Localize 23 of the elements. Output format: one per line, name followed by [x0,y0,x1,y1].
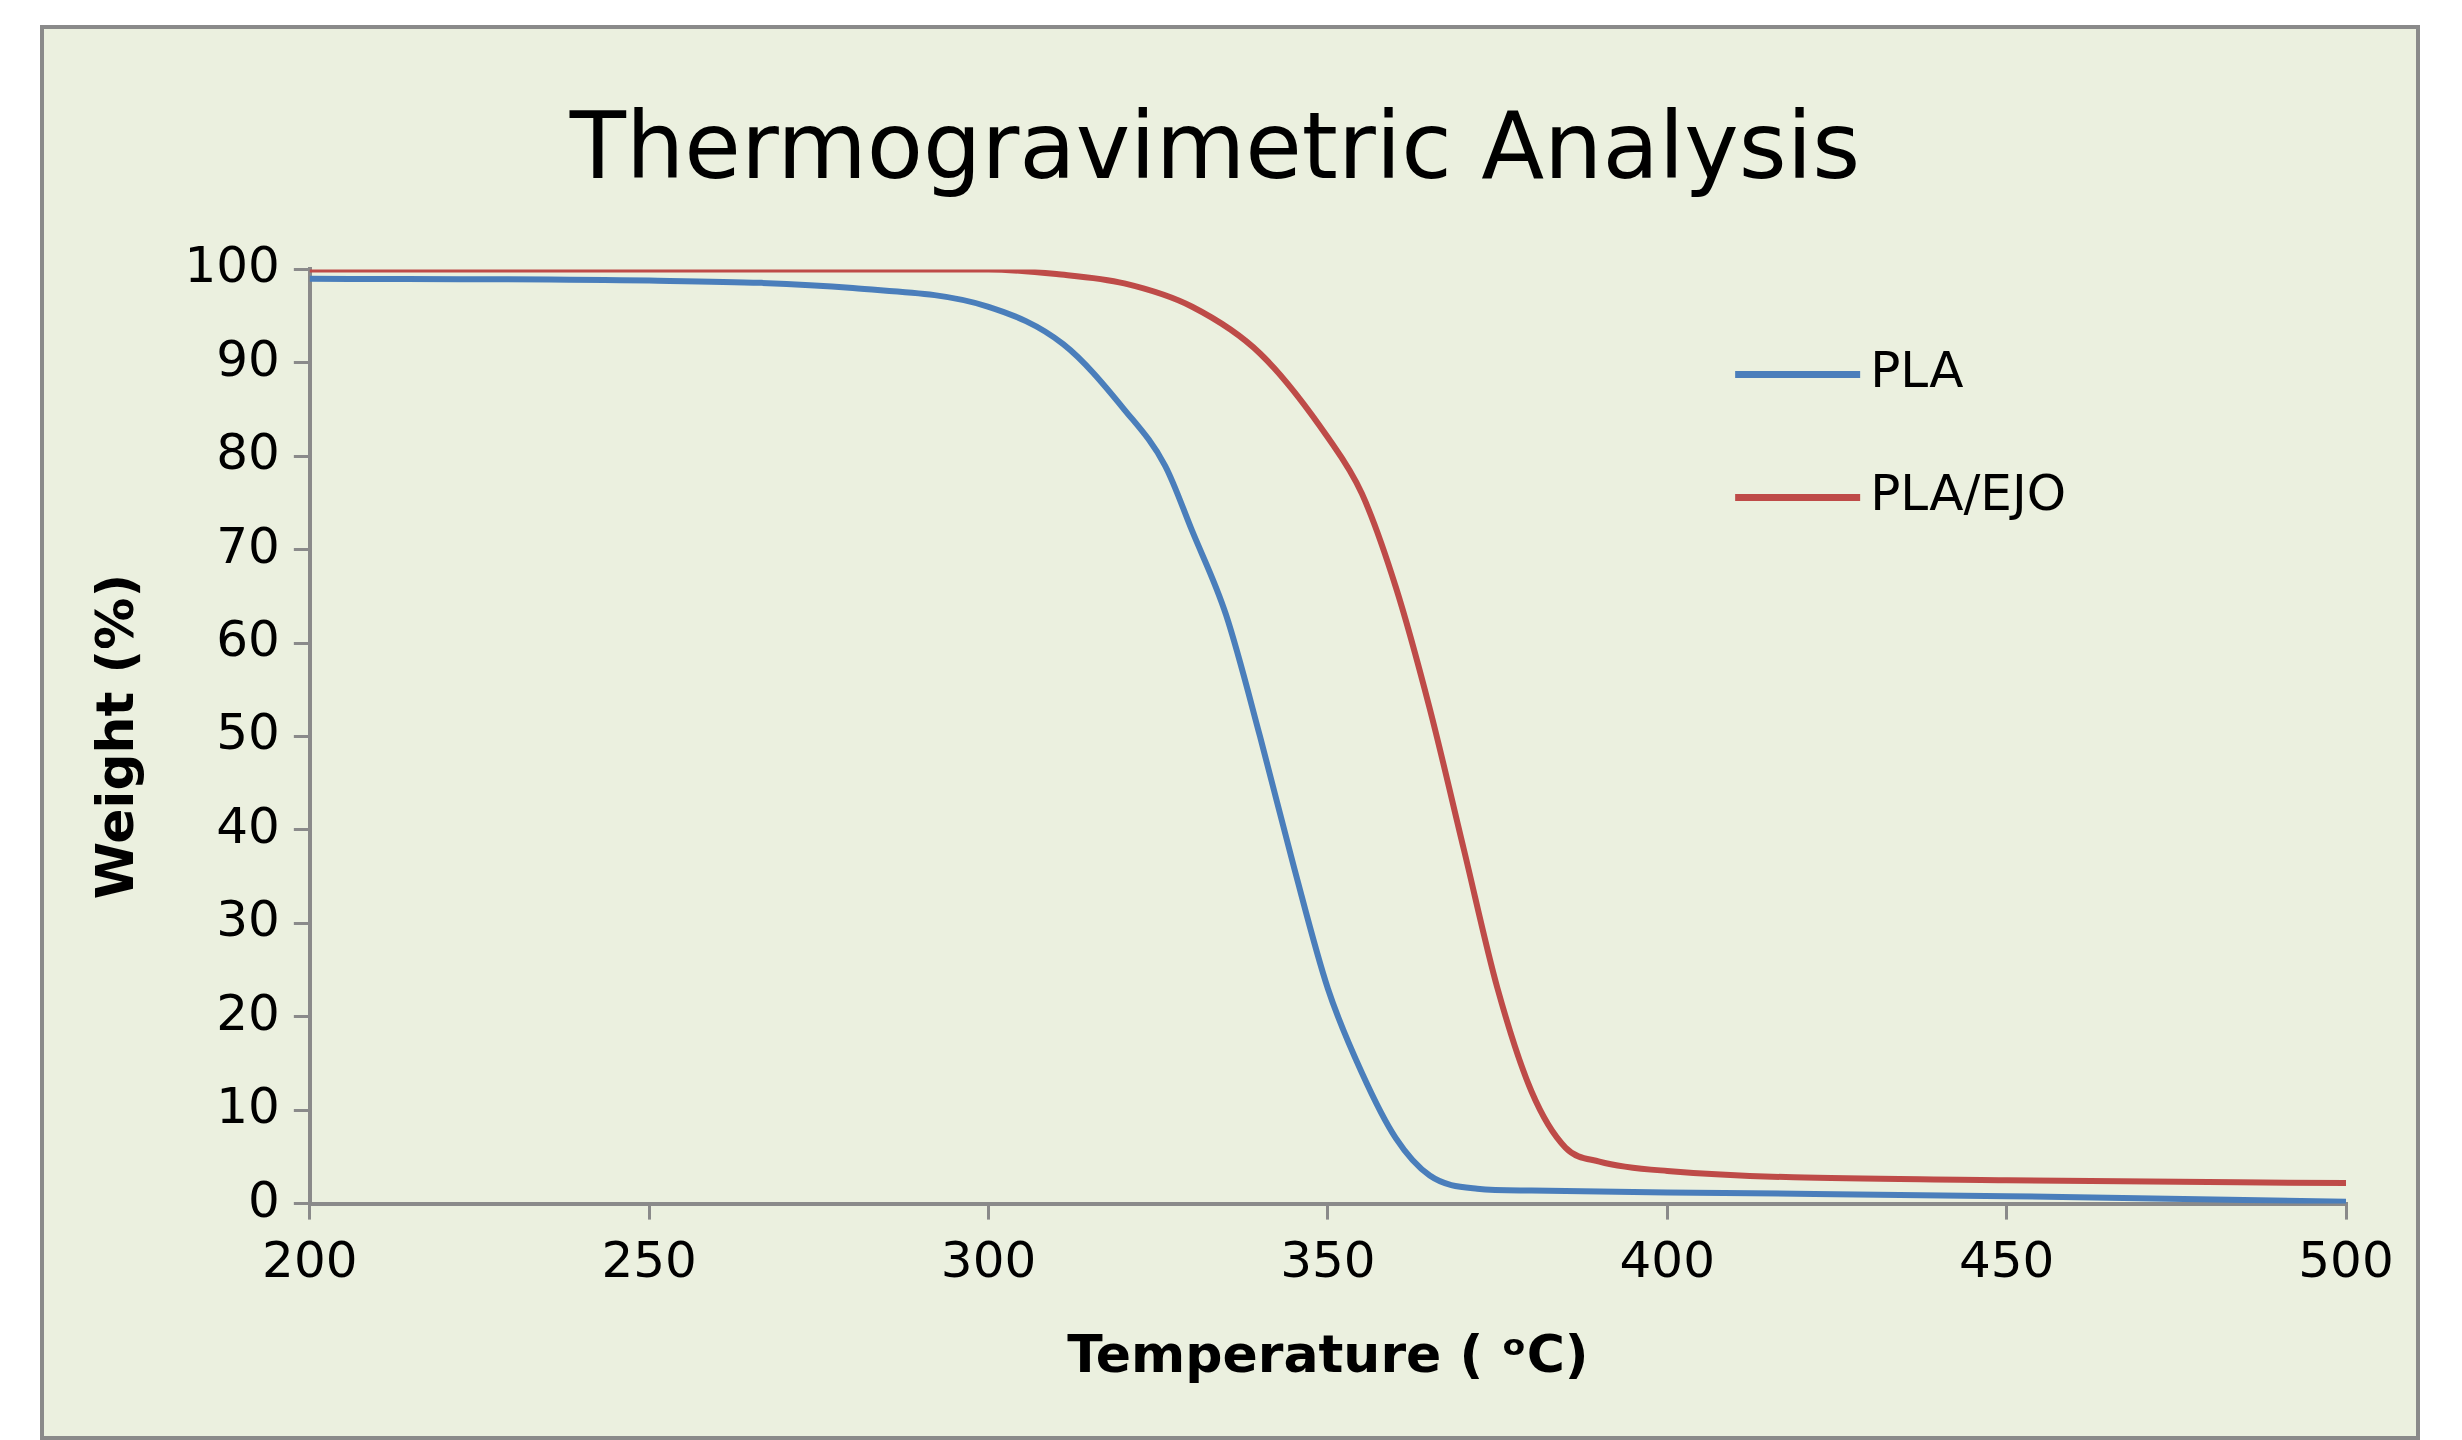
y-tick-label: 100 [184,236,280,295]
y-tick-label: 0 [248,1170,280,1229]
y-tick-label: 80 [216,423,280,482]
x-tick-label: 400 [1619,1230,1715,1289]
y-tick-label: 50 [216,703,280,762]
y-tick-label: 20 [216,983,280,1042]
x-tick-label: 450 [1958,1230,2055,1289]
legend-label: PLA/EJO [1870,464,2067,523]
y-tick-label: 70 [216,516,280,575]
x-axis-title: Temperature ( ᵒC) [1067,1324,1589,1385]
chart-title: Thermogravimetric Analysis [568,93,1861,201]
y-tick-label: 10 [216,1077,280,1136]
y-axis-title: Weight (%) [84,573,145,900]
x-tick-label: 500 [2298,1230,2394,1289]
x-tick-label: 350 [1280,1230,1376,1289]
x-tick-label: 200 [262,1230,358,1289]
y-tick-label: 90 [216,329,280,388]
y-tick-label: 30 [216,890,280,949]
x-tick-label: 300 [940,1230,1037,1289]
y-tick-label: 60 [216,610,280,669]
legend-label: PLA [1870,341,1964,400]
x-tick-label: 250 [601,1230,697,1289]
y-tick-label: 40 [216,796,280,855]
